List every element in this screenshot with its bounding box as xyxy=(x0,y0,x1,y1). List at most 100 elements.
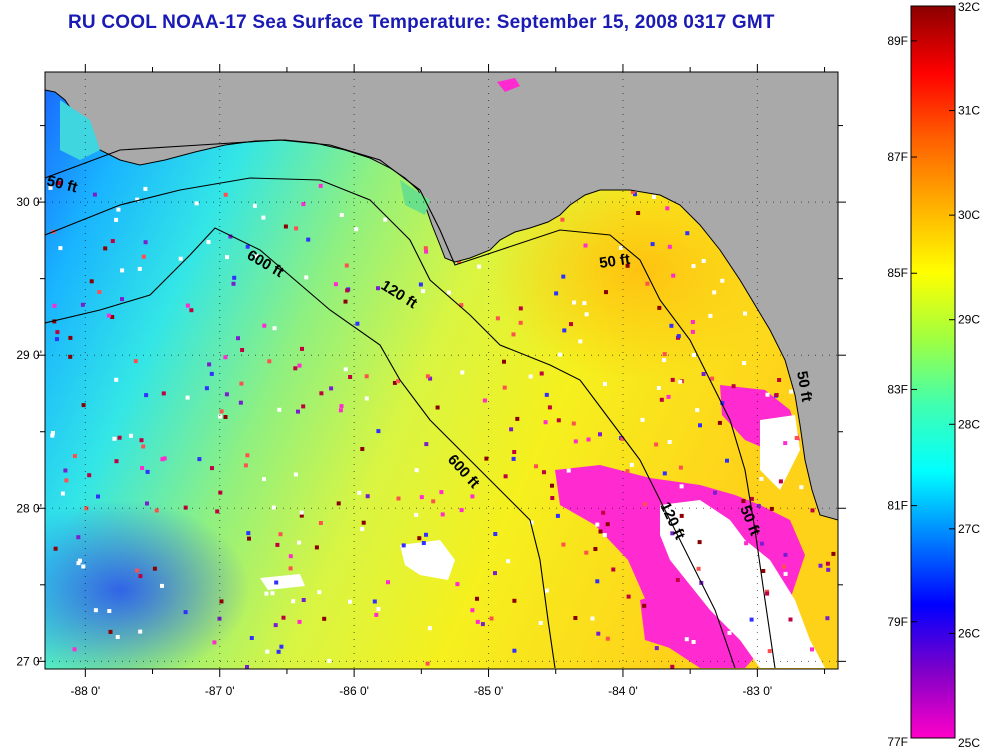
speckle xyxy=(261,215,266,220)
speckle xyxy=(314,545,319,550)
speckle xyxy=(207,362,212,367)
speckle xyxy=(52,319,57,324)
speckle xyxy=(447,290,451,295)
speckle xyxy=(299,513,304,518)
speckle xyxy=(93,608,98,613)
speckle xyxy=(424,442,429,447)
speckle xyxy=(602,533,607,537)
speckle xyxy=(503,474,508,479)
speckle xyxy=(301,202,306,207)
y-tick-label: 30 0' xyxy=(16,195,42,209)
speckle xyxy=(55,330,60,335)
speckle xyxy=(339,213,344,217)
speckle xyxy=(343,299,348,304)
speckle xyxy=(236,336,240,341)
speckle xyxy=(765,392,770,397)
speckle xyxy=(160,583,164,588)
contour-600ft xyxy=(45,227,556,669)
speckle xyxy=(783,441,788,446)
speckle xyxy=(595,522,600,527)
speckle xyxy=(667,512,671,516)
speckle xyxy=(424,249,429,254)
speckle xyxy=(336,501,341,506)
speckle xyxy=(48,185,53,190)
speckle xyxy=(678,465,683,470)
speckle xyxy=(440,512,445,517)
speckle xyxy=(108,629,113,634)
colorbar-label-c: 27C xyxy=(958,522,980,536)
speckle xyxy=(317,590,322,595)
speckle xyxy=(554,291,559,296)
speckle xyxy=(228,234,233,239)
axis-ticks xyxy=(37,64,846,677)
speckle xyxy=(683,602,688,607)
speckle xyxy=(701,259,706,263)
speckle xyxy=(701,372,706,376)
speckle xyxy=(725,458,729,463)
speckle xyxy=(178,256,183,261)
speckle xyxy=(630,190,635,194)
speckle xyxy=(480,622,485,627)
colorbar-label-f: 87F xyxy=(887,150,908,164)
speckle xyxy=(529,520,534,525)
speckle xyxy=(112,436,117,441)
speckle xyxy=(691,640,696,644)
speckle xyxy=(421,289,426,294)
speckle xyxy=(626,594,631,599)
speckle xyxy=(89,279,94,284)
colorbar-label-f: 79F xyxy=(887,615,908,629)
speckle xyxy=(223,192,228,197)
speckle xyxy=(435,405,440,410)
bathymetry-contours xyxy=(45,139,776,669)
speckle xyxy=(611,567,616,572)
speckle xyxy=(297,363,302,368)
speckle xyxy=(252,203,257,208)
speckle xyxy=(425,661,430,666)
speckle xyxy=(76,561,81,566)
speckle xyxy=(625,263,630,268)
speckle xyxy=(383,217,388,222)
speckle xyxy=(421,541,426,545)
speckle xyxy=(470,608,475,613)
speckle xyxy=(550,496,555,500)
speckle xyxy=(81,403,86,408)
speckle xyxy=(219,409,224,414)
speckle xyxy=(297,619,302,624)
speckle xyxy=(457,259,462,264)
speckle xyxy=(343,367,348,372)
speckle xyxy=(742,361,747,365)
speckle xyxy=(666,394,671,399)
speckle xyxy=(595,579,600,584)
graticule xyxy=(45,72,838,669)
speckle xyxy=(141,444,146,449)
speckle xyxy=(218,414,223,419)
speckle xyxy=(56,181,61,185)
speckle xyxy=(354,227,359,232)
speckle xyxy=(515,416,520,421)
colorbar xyxy=(910,5,956,739)
y-tick-label: 29 0' xyxy=(16,348,42,362)
speckle xyxy=(267,359,272,364)
speckle xyxy=(140,466,145,470)
speckle xyxy=(431,499,436,504)
speckle xyxy=(561,542,566,547)
speckle xyxy=(578,339,583,344)
speckle xyxy=(50,433,55,438)
speckle xyxy=(138,574,143,579)
speckle xyxy=(561,274,566,279)
speckle xyxy=(783,571,788,576)
speckle xyxy=(245,665,249,669)
speckle xyxy=(652,194,656,199)
speckle xyxy=(319,391,324,396)
speckle xyxy=(475,619,480,624)
speckle xyxy=(586,437,591,442)
cloud-patch-south xyxy=(640,590,690,648)
speckle xyxy=(64,478,69,483)
colorbar-label-f: 77F xyxy=(887,735,908,749)
no-data-region-coast xyxy=(760,415,800,490)
speckle xyxy=(512,450,517,454)
speckle xyxy=(274,580,279,585)
speckle xyxy=(189,308,194,313)
speckle xyxy=(300,346,304,351)
speckle xyxy=(676,334,681,339)
